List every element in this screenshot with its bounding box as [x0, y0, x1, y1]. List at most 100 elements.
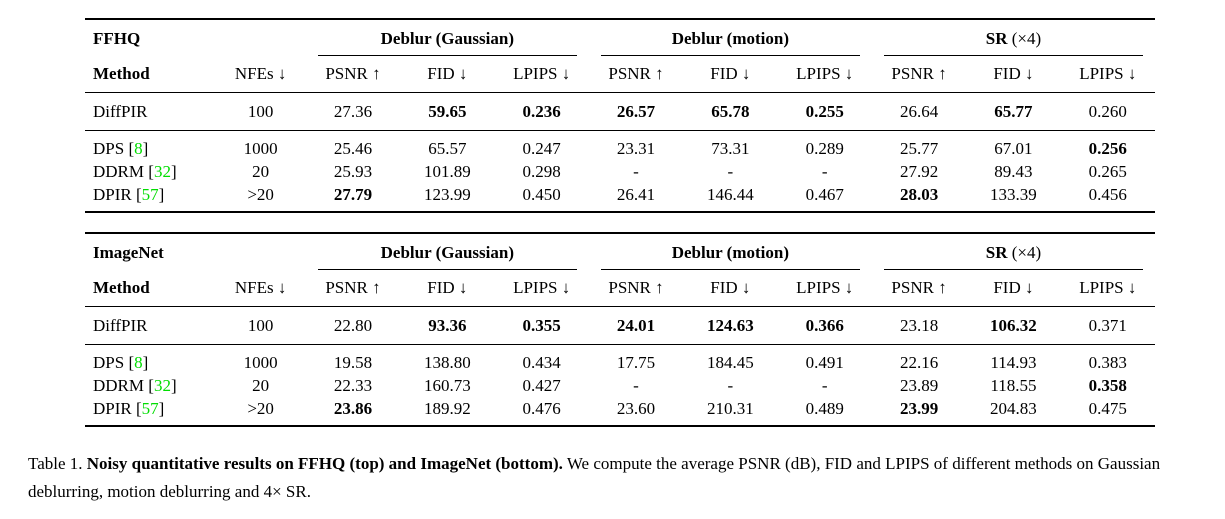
citation-link[interactable]: 57 — [141, 185, 159, 204]
metric-cell: 0.298 — [522, 162, 561, 181]
method-cell: DiffPIR — [85, 92, 216, 131]
cite-open: [ — [131, 399, 142, 418]
metric-cell: 0.260 — [1060, 92, 1155, 131]
group-label: SR — [985, 29, 1008, 48]
citation-link[interactable]: 8 — [134, 353, 143, 372]
group-header-row: ImageNet Deblur (Gaussian) Deblur (motio… — [85, 233, 1155, 270]
metric-cell: 22.16 — [899, 353, 939, 372]
method-column-header: Method — [85, 56, 216, 93]
cite-close: ] — [170, 162, 177, 181]
cite-open: [ — [144, 376, 154, 395]
lpips-column-header: LPIPS ↓ — [1060, 270, 1155, 307]
citation-link[interactable]: 57 — [141, 399, 159, 418]
nfes-cell: 100 — [215, 92, 306, 131]
paper-figure: FFHQ Deblur (Gaussian) Deblur (motion) S… — [85, 18, 1155, 427]
metric-cell: 0.355 — [494, 306, 589, 345]
table-caption: Table 1. Noisy quantitative results on F… — [28, 450, 1193, 506]
metric-cell: 27.36 — [305, 92, 401, 131]
nfes-cell: 1000 — [243, 139, 278, 158]
metric-cell: - — [821, 376, 828, 395]
metric-cell: 138.80 — [423, 353, 471, 372]
column-header-row: Method NFEs ↓ PSNR ↑ FID ↓ LPIPS ↓ PSNR … — [85, 270, 1155, 307]
nfes-cell: 100 — [215, 306, 306, 345]
nfes-cell: 20 — [252, 162, 270, 181]
metric-cell: 65.78 — [683, 92, 778, 131]
metric-cell: 124.63 — [683, 306, 778, 345]
citation-link[interactable]: 32 — [153, 162, 171, 181]
method-name: DPS — [93, 353, 125, 372]
fid-column-header: FID ↓ — [966, 56, 1061, 93]
metric-cell: 133.39 — [990, 185, 1037, 204]
citation-link[interactable]: 8 — [134, 139, 143, 158]
method-name: DPS — [93, 139, 125, 158]
metric-cell: 23.60 — [616, 399, 656, 418]
metric-cell: 0.247 — [522, 139, 561, 158]
cite-close: ] — [158, 185, 165, 204]
metric-cell: 73.31 — [711, 139, 750, 158]
citation-link[interactable]: 32 — [153, 376, 171, 395]
method-name: DDRM — [93, 162, 145, 181]
lpips-column-header: LPIPS ↓ — [494, 270, 589, 307]
nfes-column-header: NFEs ↓ — [215, 270, 306, 307]
metric-cell: 0.476 — [522, 399, 561, 418]
method-cell: DPIR [57] — [85, 397, 215, 426]
psnr-column-header: PSNR ↑ — [871, 56, 967, 93]
metric-cell: 24.01 — [588, 306, 684, 345]
table-row-dpir: DPIR [57] >20 27.79 123.99 0.450 26.41 1… — [85, 183, 1155, 212]
cite-open: [ — [124, 353, 135, 372]
ffhq-results-table: FFHQ Deblur (Gaussian) Deblur (motion) S… — [85, 18, 1155, 213]
metric-cell: 0.467 — [805, 185, 844, 204]
metric-cell: 123.99 — [423, 185, 471, 204]
cite-open: [ — [144, 162, 154, 181]
cite-open: [ — [124, 139, 135, 158]
metric-cell: 0.366 — [777, 306, 872, 345]
fid-column-header: FID ↓ — [683, 56, 778, 93]
method-name: DPIR — [93, 399, 132, 418]
metric-cell: 0.383 — [1088, 353, 1127, 372]
nfes-cell: 1000 — [243, 353, 278, 372]
metric-cell: 160.73 — [423, 376, 471, 395]
metric-cell: 23.99 — [899, 399, 939, 418]
group-header-deblur-gaussian: Deblur (Gaussian) — [306, 233, 589, 270]
metric-cell: 210.31 — [706, 399, 754, 418]
method-cell: DDRM [32] — [85, 160, 215, 183]
metric-cell: 106.32 — [966, 306, 1061, 345]
metric-cell: 0.371 — [1060, 306, 1155, 345]
nfes-cell: >20 — [247, 185, 274, 204]
lpips-column-header: LPIPS ↓ — [777, 56, 872, 93]
method-cell: DDRM [32] — [85, 374, 215, 397]
metric-cell: 0.450 — [522, 185, 561, 204]
psnr-column-header: PSNR ↑ — [588, 270, 684, 307]
cite-open: [ — [131, 185, 142, 204]
metric-cell: 0.256 — [1088, 139, 1127, 158]
metric-cell: - — [633, 376, 639, 395]
metric-cell: 0.265 — [1088, 162, 1127, 181]
table-row-diffpir: DiffPIR 100 22.80 93.36 0.355 24.01 124.… — [85, 306, 1155, 345]
group-label-suffix: (×4) — [1007, 29, 1042, 48]
caption-title: Noisy quantitative results on FFHQ (top)… — [86, 454, 563, 473]
metric-cell: - — [727, 376, 734, 395]
table-row-ddrm: DDRM [32] 20 22.33 160.73 0.427 - - - 23… — [85, 374, 1155, 397]
metric-cell: 146.44 — [706, 185, 754, 204]
metric-cell: 0.456 — [1088, 185, 1127, 204]
metric-cell: 22.80 — [305, 306, 401, 345]
metric-cell: 23.18 — [871, 306, 967, 345]
fid-column-header: FID ↓ — [683, 270, 778, 307]
group-label-suffix: (×4) — [1007, 243, 1042, 262]
spacer-cell — [215, 19, 305, 56]
metric-cell: 114.93 — [990, 353, 1037, 372]
metric-cell: 0.491 — [805, 353, 844, 372]
method-name: DPIR — [93, 185, 132, 204]
table-row-dps: DPS [8] 1000 25.46 65.57 0.247 23.31 73.… — [85, 131, 1155, 161]
psnr-column-header: PSNR ↑ — [305, 270, 401, 307]
lpips-column-header: LPIPS ↓ — [494, 56, 589, 93]
metric-cell: 184.45 — [706, 353, 754, 372]
metric-cell: 23.86 — [333, 399, 373, 418]
psnr-column-header: PSNR ↑ — [871, 270, 967, 307]
lpips-column-header: LPIPS ↓ — [1060, 56, 1155, 93]
method-name: DiffPIR — [93, 316, 148, 335]
metric-cell: 93.36 — [400, 306, 495, 345]
metric-cell: 0.489 — [805, 399, 844, 418]
fid-column-header: FID ↓ — [400, 270, 495, 307]
metric-cell: 0.236 — [494, 92, 589, 131]
